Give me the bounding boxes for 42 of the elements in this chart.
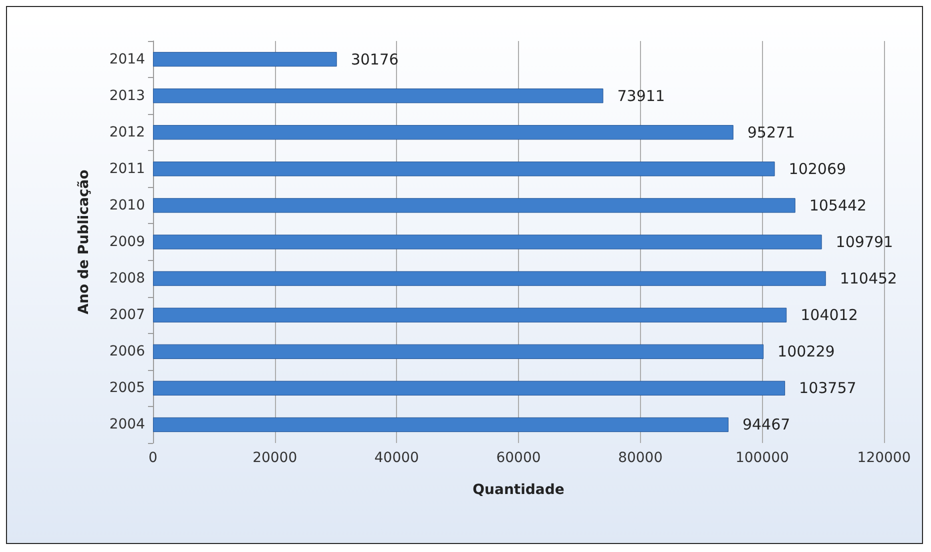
bar — [153, 234, 822, 250]
data-label: 103757 — [799, 379, 856, 398]
y-axis-title: Ano de Publicação — [76, 169, 92, 314]
y-tick-label: 2010 — [109, 197, 145, 214]
data-label: 94467 — [742, 416, 790, 434]
bar — [153, 52, 337, 67]
x-tick-label: 40000 — [374, 450, 419, 466]
data-label: 109791 — [836, 233, 894, 251]
data-label: 100229 — [778, 342, 835, 361]
bar — [153, 162, 775, 176]
y-tick-label: 2009 — [109, 234, 145, 250]
bar — [153, 344, 764, 359]
data-label: 73911 — [617, 86, 665, 105]
x-axis-title: Quantidade — [472, 482, 564, 498]
data-label: 30176 — [350, 50, 399, 68]
y-tick-label: 2007 — [109, 307, 145, 324]
y-tick-label: 2005 — [109, 380, 145, 396]
data-label: 110452 — [840, 270, 898, 288]
bar — [153, 380, 786, 396]
bar — [153, 308, 787, 322]
bar — [153, 125, 734, 140]
bar — [153, 88, 604, 104]
y-tick-label: 2013 — [109, 88, 145, 104]
x-tick-label: 20000 — [252, 450, 298, 466]
data-label: 95271 — [747, 123, 796, 142]
x-tick-label: 60000 — [496, 450, 541, 466]
x-tick-label: 100000 — [735, 450, 789, 466]
data-label: 105442 — [809, 196, 867, 214]
y-tick-label: 2012 — [109, 124, 145, 140]
bar — [153, 417, 728, 432]
x-tick-label: 80000 — [618, 450, 663, 466]
data-label: 102069 — [788, 160, 846, 178]
data-label: 104012 — [800, 306, 858, 324]
x-tick-label: 120000 — [857, 450, 911, 466]
x-tick-label: 0 — [148, 450, 158, 466]
y-tick-label: 2004 — [109, 416, 146, 433]
bar — [153, 271, 826, 286]
y-tick-label: 2008 — [109, 270, 145, 287]
y-tick-label: 2006 — [109, 344, 146, 360]
bar — [153, 198, 796, 213]
y-tick-label: 2014 — [109, 51, 146, 68]
y-tick-label: 2011 — [109, 160, 145, 177]
